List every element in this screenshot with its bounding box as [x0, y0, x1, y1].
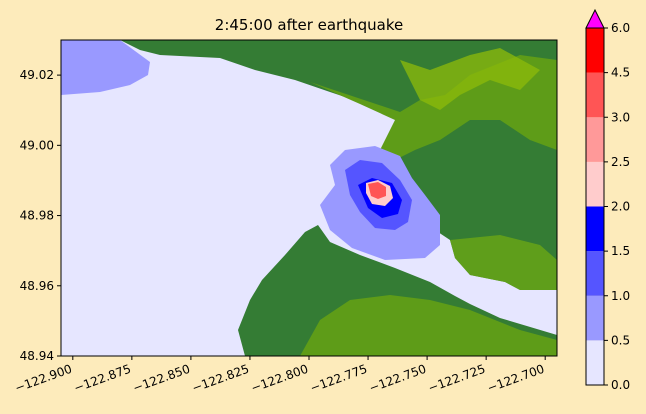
y-tick-label: 48.96: [20, 279, 54, 293]
colorbar-tick-label: 2.0: [611, 200, 630, 214]
land-east-lowland: [450, 235, 557, 290]
colorbar-tick-label: 2.5: [611, 155, 630, 169]
x-tick-label: −122.800: [249, 362, 310, 396]
plot-area: [61, 40, 557, 356]
colorbar-band: [586, 161, 604, 207]
x-tick-label: −122.875: [72, 362, 133, 396]
colorbar-tick-label: 3.0: [611, 110, 630, 124]
colorbar-tick-label: 4.5: [611, 66, 630, 80]
chart-title: 2:45:00 after earthquake: [215, 16, 403, 34]
colorbar-tick-label: 0.0: [611, 378, 630, 392]
x-tick-label: −122.700: [485, 362, 546, 396]
y-tick-label: 48.94: [20, 349, 54, 363]
colorbar-band: [586, 117, 604, 162]
y-tick-label: 49.00: [20, 138, 54, 152]
colorbar-band: [586, 340, 604, 385]
colorbar-tick-label: 1.0: [611, 289, 630, 303]
y-tick-label: 49.02: [20, 68, 54, 82]
colorbar-tick-label: 0.5: [611, 333, 630, 347]
land-northeast-highland: [400, 48, 540, 110]
x-tick-label: −122.750: [367, 362, 428, 396]
x-tick-label: −122.850: [131, 362, 192, 396]
colorbar-band: [586, 72, 604, 118]
colorbar-band: [586, 28, 604, 73]
colorbar: 0.0 0.5 1.0 1.5 2.0 2.5 3.0 4.5 6.0: [585, 8, 630, 392]
wave-band-3-0: [368, 182, 386, 199]
y-tick-label: 48.98: [20, 209, 54, 223]
x-axis: −122.900−122.875−122.850−122.825−122.800…: [13, 356, 546, 395]
colorbar-band: [586, 251, 604, 296]
y-axis: 48.94 48.96 48.98 49.00 49.02: [20, 68, 61, 363]
x-tick-label: −122.825: [190, 362, 251, 396]
x-tick-label: −122.775: [308, 362, 369, 396]
colorbar-tick-label: 1.5: [611, 244, 630, 258]
x-tick-label: −122.725: [426, 362, 487, 396]
water-northwest: [61, 40, 150, 95]
colorbar-band: [586, 295, 604, 341]
land-south-lowland: [300, 295, 557, 356]
colorbar-tick-label: 6.0: [611, 21, 630, 35]
x-tick-label: −122.900: [13, 362, 74, 396]
colorbar-extend-arrow: [585, 8, 605, 29]
colorbar-band: [586, 206, 604, 252]
